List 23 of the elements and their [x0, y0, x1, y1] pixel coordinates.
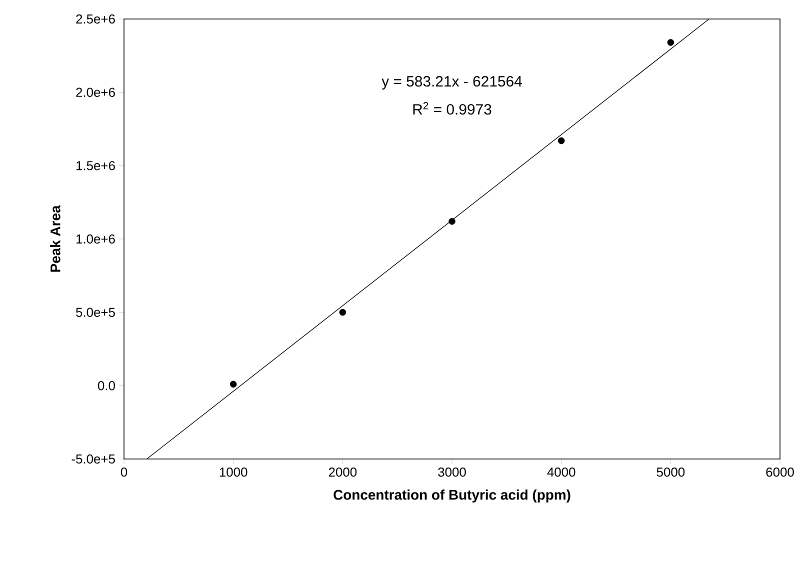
point — [230, 380, 237, 388]
y-tick-label: -5.0e+5 — [72, 454, 115, 464]
annotation: y = 583.21x - 621564 — [382, 76, 522, 90]
point — [558, 137, 565, 144]
annotation: R$^{2}$ = 0.9973 — [413, 102, 492, 115]
y-tick-label: 2.0e+6 — [76, 88, 115, 97]
point — [339, 308, 346, 316]
y-tick-label: 2.5e+6 — [76, 14, 115, 24]
y-axis-title: Peak Area — [50, 205, 60, 272]
y-tick-label: 1.5e+6 — [76, 161, 115, 170]
x-axis-title: Concentration of Butyric acid (ppm) — [334, 490, 570, 503]
x-tick-label: 3000 — [438, 468, 466, 477]
y-tick-label: 5.0e+5 — [76, 308, 115, 317]
x-tick-label: 1000 — [220, 468, 248, 477]
x-tick-label: 5000 — [656, 468, 685, 477]
point — [667, 39, 674, 46]
x-tick-label: 2000 — [328, 468, 357, 477]
y-tick-label: 1.0e+6 — [76, 234, 115, 244]
x-tick-label: 4000 — [547, 468, 576, 477]
x-tick-label: 6000 — [766, 468, 794, 477]
point — [448, 218, 456, 225]
y-tick-label: 0.0 — [98, 381, 115, 390]
x-tick-label: 0 — [120, 468, 128, 477]
